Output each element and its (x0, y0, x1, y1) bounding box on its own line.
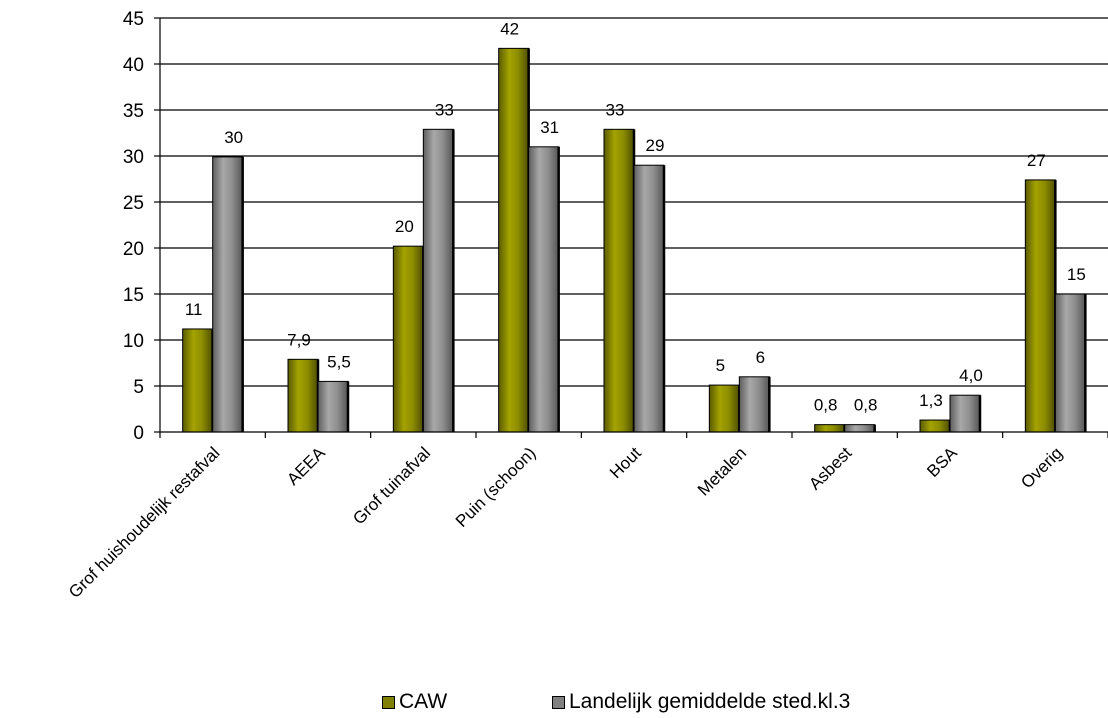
data-label: 20 (395, 217, 414, 236)
bars (182, 47, 1087, 433)
x-tick-label: Puin (schoon) (452, 443, 540, 531)
data-label: 5 (716, 356, 725, 375)
x-tick-label: Grof tuinafval (349, 443, 434, 528)
bar-landelijk (528, 146, 560, 433)
legend-label-caw: CAW (399, 690, 448, 713)
x-tick-label: Hout (606, 443, 645, 482)
y-tick-label: 30 (123, 147, 144, 168)
data-label: 42 (500, 19, 519, 38)
y-tick-label: 35 (123, 101, 144, 122)
y-tick-label: 5 (133, 377, 144, 398)
data-label: 29 (646, 136, 665, 155)
data-labels: 11 7,9 20 42 33 5 0,8 1,3 27 30 5,5 33 31 29 6 0,8 4,0 15 (185, 19, 1086, 414)
bar-landelijk (738, 376, 770, 433)
data-label: 15 (1067, 265, 1086, 284)
bar-caw (182, 328, 214, 433)
y-tick-label: 0 (133, 423, 144, 444)
data-label: 27 (1027, 151, 1046, 170)
legend-label-landelijk: Landelijk gemiddelde sted.kl.3 (569, 690, 851, 713)
bar-landelijk (212, 156, 244, 433)
legend-swatch-caw (382, 695, 395, 709)
bar-landelijk (844, 424, 876, 433)
y-tick-label: 10 (123, 331, 144, 352)
bar-landelijk (633, 164, 665, 433)
bar-caw (708, 384, 740, 433)
data-label: 1,3 (919, 391, 943, 410)
x-tick-label: BSA (923, 443, 961, 481)
x-tick-label: Overig (1017, 443, 1066, 492)
x-tick-label: Metalen (694, 443, 750, 499)
data-label: 30 (224, 128, 243, 147)
legend-item-caw: CAW (382, 690, 447, 714)
bar-caw (287, 358, 319, 433)
x-tick-label: Grof huishoudelijk restafval (65, 443, 223, 601)
y-tick-label: 25 (123, 193, 144, 214)
x-tick-label: AEEA (283, 443, 329, 489)
y-tick-label: 20 (123, 239, 144, 260)
x-tick-label: Asbest (805, 443, 855, 493)
bar-landelijk (1054, 293, 1086, 433)
data-label: 6 (756, 348, 765, 367)
bar-caw (919, 419, 951, 433)
y-tick-label: 40 (123, 55, 144, 76)
bar-caw (603, 128, 635, 433)
data-label: 11 (185, 300, 203, 319)
bar-landelijk (317, 380, 349, 433)
data-label: 4,0 (959, 366, 983, 385)
legend: CAW Landelijk gemiddelde sted.kl.3 (0, 690, 1108, 716)
legend-swatch-landelijk (552, 695, 565, 709)
bar-caw (392, 245, 424, 433)
bar-caw (814, 424, 846, 433)
bar-caw (1024, 179, 1056, 433)
data-label: 0,8 (854, 396, 878, 415)
data-label: 33 (606, 100, 625, 119)
bar-landelijk (949, 394, 981, 433)
bar-caw (498, 47, 530, 433)
bar-landelijk (422, 128, 454, 433)
data-label: 7,9 (287, 330, 311, 349)
legend-item-landelijk: Landelijk gemiddelde sted.kl.3 (552, 690, 850, 714)
y-tick-label: 45 (123, 9, 144, 30)
data-label: 5,5 (327, 352, 351, 371)
y-tick-label: 15 (123, 285, 144, 306)
data-label: 0,8 (814, 396, 838, 415)
data-label: 31 (540, 118, 559, 137)
data-label: 33 (435, 100, 454, 119)
